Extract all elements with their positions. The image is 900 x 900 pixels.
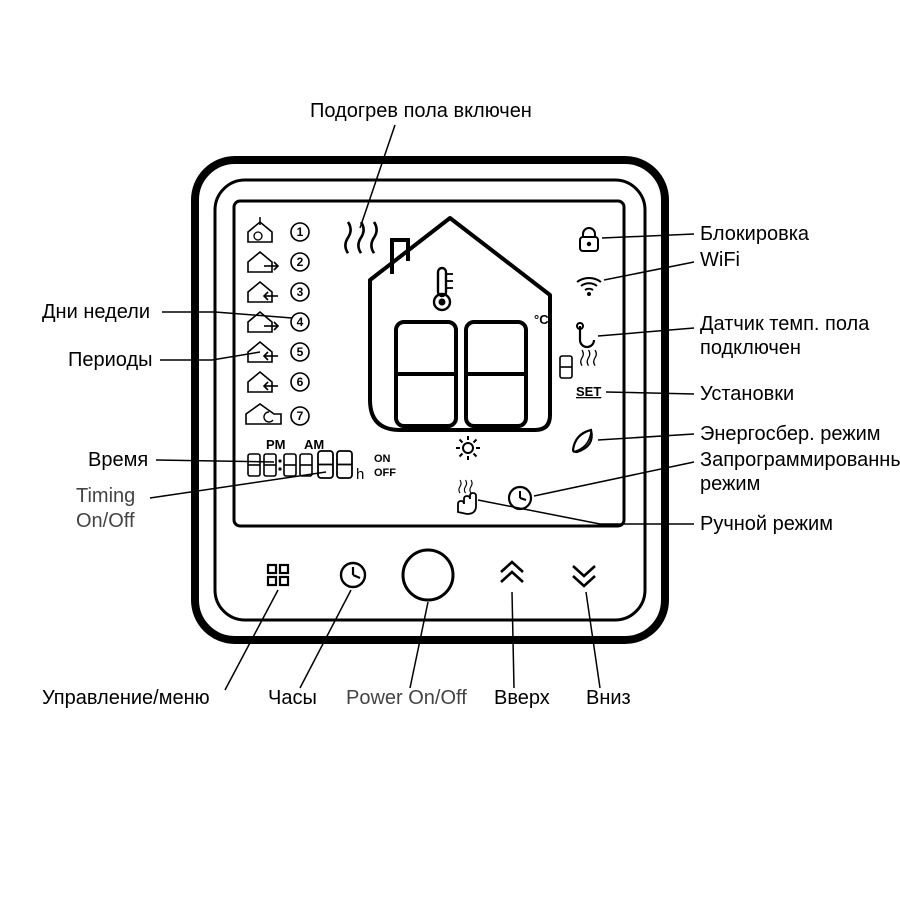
power-button[interactable] [403,550,453,600]
manual-icon [458,480,476,514]
day-numbers-column: 1 2 3 4 5 6 7 [291,223,309,425]
h-label: h [356,466,364,483]
label-sensor-2: подключен [700,337,801,359]
aux-digits [318,451,352,478]
label-eco: Энергосбер. режим [700,423,881,445]
eco-icon [573,430,592,452]
clock-button[interactable] [341,563,365,587]
floor-sensor-icon [577,323,594,347]
label-periods: Периоды [68,349,153,371]
label-prog-2: режим [700,473,760,495]
schedule-icon [509,487,531,509]
time-digits [248,454,312,476]
am-label: AM [304,437,324,452]
label-power: Power On/Off [346,687,467,709]
set-label: SET [576,384,601,399]
diagram-root: 1 2 3 4 5 6 7 °C [0,0,900,900]
svg-text:6: 6 [297,375,304,389]
label-lock: Блокировка [700,223,810,245]
label-clock: Часы [268,687,317,709]
label-menu: Управление/меню [42,687,210,709]
svg-text:5: 5 [297,345,304,359]
menu-button[interactable] [268,565,288,585]
label-wifi: WiFi [700,249,740,271]
label-down: Вниз [586,687,631,709]
svg-text:4: 4 [297,315,304,329]
set-block [560,350,596,378]
house-icon [370,218,550,430]
unit-degc: °C [534,312,549,327]
label-manual: Ручной режим [700,513,833,535]
sun-icon [456,436,480,460]
pm-label: PM [266,437,286,452]
svg-text:3: 3 [297,285,304,299]
svg-text:1: 1 [297,225,304,239]
wifi-icon [577,278,601,296]
on-label: ON [374,453,391,465]
label-settings: Установки [700,383,794,405]
down-button[interactable] [573,566,595,586]
label-days: Дни недели [42,301,150,323]
label-heating-on: Подогрев пола включен [310,100,532,122]
label-timing-1: Timing [76,485,135,507]
label-up: Вверх [494,687,550,709]
label-prog-1: Запрограммированный [700,449,900,471]
svg-text:2: 2 [297,255,304,269]
label-sensor-1: Датчик темп. пола [700,313,870,335]
lock-icon [580,228,598,251]
off-label: OFF [374,467,396,479]
label-timing-2: On/Off [76,510,135,532]
label-time: Время [88,449,148,471]
svg-text:7: 7 [297,409,304,423]
period-icons-column [246,217,281,424]
